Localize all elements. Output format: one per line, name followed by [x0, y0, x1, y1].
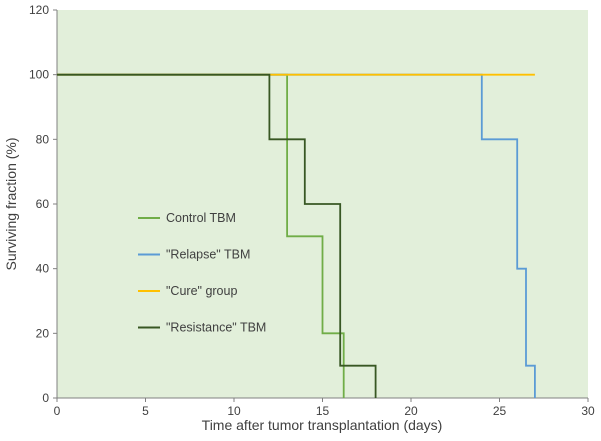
x-tick-label: 15: [316, 404, 330, 418]
y-axis-title: Surviving fraction (%): [3, 137, 19, 270]
plot-layers: 0 5 10 15 20 25 30 0 20 40 60 80 100 120 Control TBM "R…: [29, 3, 595, 418]
legend-label: "Resistance" TBM: [166, 321, 266, 335]
legend-label: "Cure" group: [166, 284, 237, 298]
y-tick-label: 60: [36, 197, 50, 211]
legend-label: Control TBM: [166, 211, 236, 225]
x-tick-label: 0: [54, 404, 61, 418]
x-axis-title: Time after tumor transplantation (days): [202, 417, 443, 433]
x-tick-label: 20: [404, 404, 418, 418]
y-tick-label: 20: [36, 326, 50, 340]
x-tick-label: 5: [142, 404, 149, 418]
y-tick-label: 40: [36, 262, 50, 276]
y-tick-label: 100: [29, 68, 49, 82]
x-tick-label: 25: [493, 404, 507, 418]
legend-label: "Relapse" TBM: [166, 248, 250, 262]
y-tick-label: 0: [42, 391, 49, 405]
y-tick-label: 120: [29, 3, 49, 17]
series-line-relapse-tbm: [57, 73, 536, 398]
y-tick-label: 80: [36, 132, 50, 146]
series-line-resistance-tbm: [57, 73, 377, 398]
x-tick-label: 10: [227, 404, 241, 418]
x-tick-label: 30: [581, 404, 595, 418]
